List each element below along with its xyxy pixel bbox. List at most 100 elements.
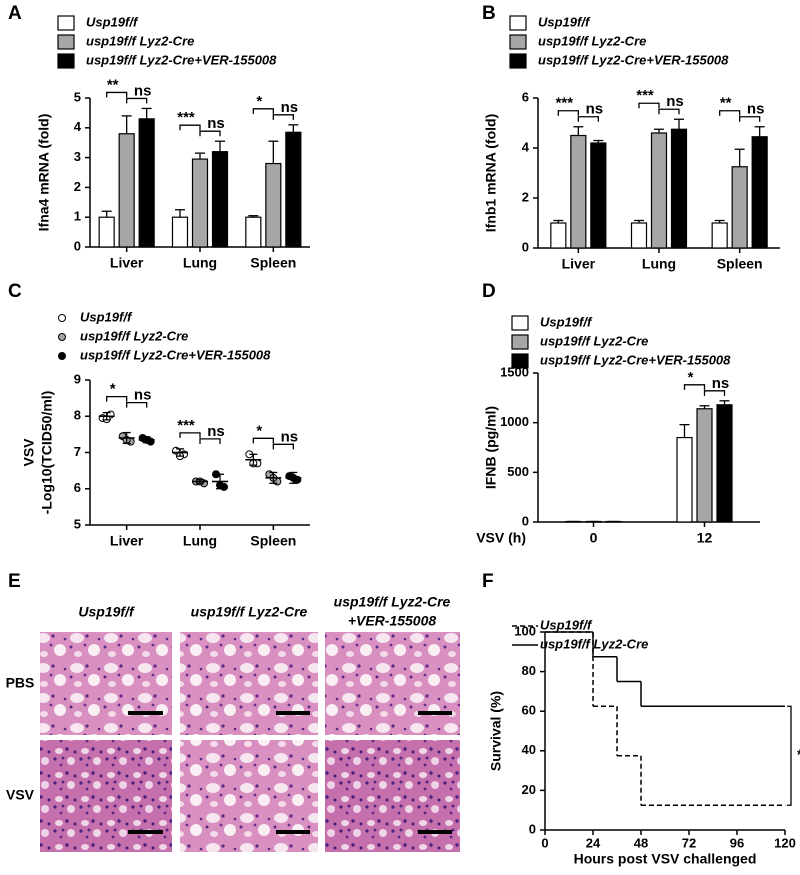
y-tick-label: 8 xyxy=(74,408,81,423)
significance-label: ns xyxy=(281,428,299,445)
significance-label: * xyxy=(256,422,262,439)
y-tick-label: 80 xyxy=(522,663,536,678)
y-tick-label: 40 xyxy=(522,742,536,757)
histology-image xyxy=(325,740,460,852)
bar xyxy=(590,142,607,249)
y-axis-label: Ifna4 mRNA (fold) xyxy=(36,114,52,232)
significance-label: ns xyxy=(134,82,152,99)
significance-bracket xyxy=(272,114,294,120)
legend-label: usp19f/f Lyz2-Cre xyxy=(538,33,646,48)
significance-label: * xyxy=(256,93,262,110)
bar xyxy=(670,128,688,249)
legend-label: usp19f/f Lyz2-Cre+VER-155008 xyxy=(540,352,731,367)
significance-bracket xyxy=(252,108,274,114)
x-tick-label: Lung xyxy=(642,256,676,272)
column-label: +VER-155008 xyxy=(348,613,437,629)
x-tick-label: Spleen xyxy=(717,256,763,272)
y-tick-label: 0 xyxy=(522,513,529,528)
x-tick-label: Lung xyxy=(183,255,217,271)
legend-swatch xyxy=(509,34,527,50)
x-axis-label: Hours post VSV challenged xyxy=(574,851,757,867)
legend-label: usp19f/f Lyz2-Cre xyxy=(80,328,188,343)
x-tick-label: 72 xyxy=(682,835,696,850)
bar xyxy=(550,222,567,249)
y-tick-label: 0 xyxy=(74,238,81,253)
bar xyxy=(191,158,209,248)
legend-swatch xyxy=(57,15,75,31)
significance-bracket xyxy=(179,432,201,438)
panel-letter: C xyxy=(8,281,22,302)
significance-label: ns xyxy=(207,115,225,132)
significance-bracket xyxy=(557,110,579,116)
column-label: Usp19f/f xyxy=(78,604,135,620)
y-tick-label: 4 xyxy=(522,139,530,154)
y-tick-label: 5 xyxy=(74,516,81,531)
legend-swatch xyxy=(58,314,66,322)
x-tick-label: 0 xyxy=(541,835,548,850)
y-tick-label: 60 xyxy=(522,703,536,718)
bar xyxy=(138,118,155,248)
legend-swatch xyxy=(511,334,529,350)
x-tick-label: Liver xyxy=(562,256,596,272)
bar xyxy=(118,133,135,248)
significance-bracket xyxy=(106,91,128,98)
significance-bracket xyxy=(683,384,706,390)
legend-swatch xyxy=(58,352,66,360)
significance-label: * xyxy=(688,369,694,386)
y-tick-label: 1000 xyxy=(500,414,529,429)
y-axis-label: Ifnb1 mRNA (fold) xyxy=(483,114,499,232)
significance-bracket xyxy=(126,401,148,408)
y-tick-label: 20 xyxy=(522,782,536,797)
significance-bracket xyxy=(126,97,148,104)
y-tick-label: 5 xyxy=(74,89,81,104)
significance-bracket xyxy=(739,116,761,122)
significance-bracket xyxy=(577,116,599,122)
significance-bracket xyxy=(272,443,294,450)
x-axis-label: VSV (h) xyxy=(476,530,526,546)
bar xyxy=(211,151,229,248)
legend-swatch xyxy=(57,53,75,69)
legend-label: usp19f/f Lyz2-Cre xyxy=(540,636,648,651)
panel-letter: E xyxy=(8,571,21,592)
significance-label: ns xyxy=(207,423,225,440)
significance-bracket xyxy=(703,390,726,396)
significance-label: ** xyxy=(720,95,732,112)
bar xyxy=(676,436,693,523)
y-tick-label: 0 xyxy=(529,821,536,836)
bar xyxy=(630,222,648,249)
scale-bars xyxy=(128,711,452,834)
legend-label: usp19f/f Lyz2-Cre xyxy=(540,333,648,348)
x-tick-label: 48 xyxy=(634,835,648,850)
y-tick-label: 500 xyxy=(507,464,529,479)
bar xyxy=(265,162,282,248)
x-tick-label: 24 xyxy=(586,835,601,850)
significance-bracket xyxy=(199,130,221,137)
legend-swatch xyxy=(509,15,527,31)
significance-bracket xyxy=(719,110,741,116)
histology-image xyxy=(180,632,318,735)
panel-letter: B xyxy=(482,3,496,24)
significance-label: ns xyxy=(586,101,604,118)
bar xyxy=(171,216,189,248)
bar xyxy=(711,222,728,249)
panel-letter: F xyxy=(482,571,494,592)
x-tick-label: 120 xyxy=(774,835,796,850)
y-tick-label: 0 xyxy=(522,239,529,254)
significance-label: * xyxy=(797,747,800,764)
legend-label: usp19f/f Lyz2-Cre+VER-155008 xyxy=(538,52,729,67)
significance-label: *** xyxy=(177,417,195,434)
bar xyxy=(731,166,748,249)
legend-swatch xyxy=(511,315,529,331)
significance-bracket xyxy=(179,124,201,131)
legend-label: Usp19f/f xyxy=(538,14,591,29)
x-tick-label: Spleen xyxy=(250,255,296,271)
x-tick-label: Liver xyxy=(110,533,144,549)
y-tick-label: 6 xyxy=(522,89,529,104)
legend-label: usp19f/f Lyz2-Cre+VER-155008 xyxy=(86,52,277,67)
significance-bracket xyxy=(199,438,221,444)
significance-label: *** xyxy=(636,87,654,104)
legend-swatch xyxy=(511,353,529,369)
histology-image xyxy=(40,740,172,852)
column-label: usp19f/f Lyz2-Cre xyxy=(334,594,451,610)
